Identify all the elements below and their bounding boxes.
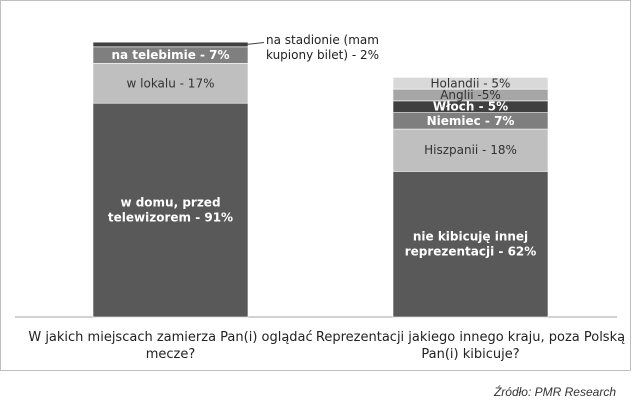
chart-frame: w domu, przed telewizorem - 91% w lokalu -…: [0, 0, 631, 371]
bar-segment: [92, 41, 249, 48]
segment-label: w lokalu - 17%: [127, 76, 215, 90]
stacked-bar-chart: w domu, przed telewizorem - 91% w lokalu -…: [15, 33, 625, 362]
segment-label: nie kibicuję innej reprezentacji - 62%: [405, 230, 537, 259]
segment-label: na telebimie - 7%: [111, 48, 229, 62]
bar-segment: [92, 62, 249, 104]
category-label: Reprezentacji jakiego innego kraju, poza…: [316, 330, 625, 362]
segment-label: Anglii -5%: [440, 88, 501, 102]
segment-label: Włoch - 5%: [433, 100, 508, 114]
segment-label: w domu, przed telewizorem - 91%: [108, 196, 233, 225]
category-label: W jakich miejscach zamierza Pan(i) ogląd…: [28, 330, 312, 362]
bar-segment: [392, 128, 549, 172]
bar-segment: [392, 171, 549, 318]
segment-label: Holandii - 5%: [431, 76, 511, 90]
label-leader-line: [245, 41, 265, 45]
segment-label: Niemiec - 7%: [427, 114, 515, 128]
bar-segment: [392, 77, 549, 90]
segment-label: na stadionie (mam kupiony bilet) - 2%: [266, 33, 379, 62]
segment-label: Hiszpanii - 18%: [424, 143, 517, 157]
bar-segment: [92, 102, 249, 318]
source-note: Źródło: PMR Research: [493, 385, 616, 399]
